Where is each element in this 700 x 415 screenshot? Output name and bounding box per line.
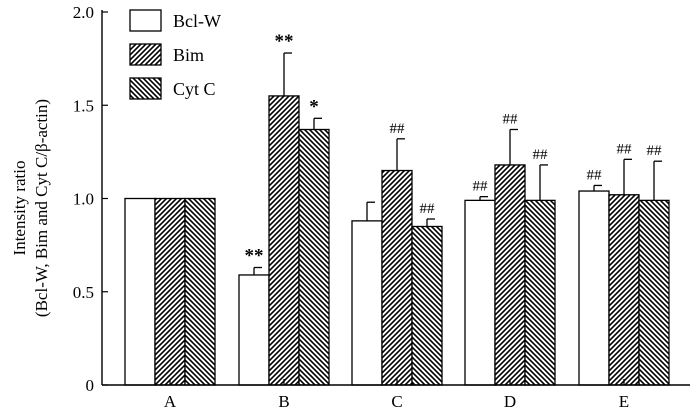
significance-annotation: ##: [533, 147, 549, 163]
y-tick-label: 0: [86, 376, 95, 395]
y-tick-label: 1.0: [73, 190, 94, 209]
significance-annotation: ##: [503, 111, 519, 127]
bar-cyt-c: [638, 199, 670, 386]
x-tick-label: A: [164, 392, 177, 411]
bar-bcl-w: [124, 197, 156, 386]
bar-bim: [494, 164, 526, 386]
bar-cyt-c: [298, 128, 330, 386]
bar-bcl-w: [578, 190, 610, 386]
significance-annotation: ##: [647, 143, 663, 159]
bar-bcl-w: [464, 199, 496, 386]
x-ticks: A B C D E: [164, 379, 629, 411]
x-tick-label: B: [278, 392, 289, 411]
bar-bcl-w: [238, 274, 270, 386]
error-bars-layer: [253, 52, 662, 275]
bar-cyt-c: [411, 225, 443, 386]
y-tick-label: 1.5: [73, 96, 94, 115]
significance-annotation: ##: [617, 141, 633, 157]
y-axis-label-line1: Intensity ratio: [10, 161, 29, 256]
significance-annotation: ##: [390, 121, 406, 137]
legend-swatch: [129, 77, 162, 100]
bar-cyt-c: [524, 199, 556, 386]
x-tick-label: D: [504, 392, 516, 411]
bar-bim: [381, 169, 413, 386]
legend-label: Bim: [173, 45, 204, 65]
bar-cyt-c: [184, 197, 216, 386]
significance-annotation: ##: [420, 201, 436, 217]
legend-swatch: [129, 9, 162, 32]
legend-label: Cyt C: [173, 79, 216, 99]
bar-bim: [268, 95, 300, 386]
x-tick-label: C: [391, 392, 402, 411]
legend: Bcl-W Bim Cyt C: [129, 9, 221, 100]
bar-bim: [154, 197, 186, 386]
x-tick-label: E: [619, 392, 629, 411]
significance-annotation: **: [245, 246, 264, 267]
annotations-layer: ** ## ## ** ## ## ## * ## ## ##: [245, 31, 663, 266]
y-tick-label: 2.0: [73, 3, 94, 22]
legend-swatch: [129, 43, 162, 66]
bar-bim: [608, 194, 640, 386]
significance-annotation: ##: [587, 167, 603, 183]
legend-label: Bcl-W: [173, 11, 221, 31]
bars-layer: [124, 95, 670, 386]
bar-bcl-w: [351, 220, 383, 386]
y-axis-label-line2: (Bcl-W, Bim and Cyt C/β-actin): [32, 99, 51, 317]
significance-annotation: **: [275, 31, 294, 52]
y-tick-label: 0.5: [73, 283, 94, 302]
significance-annotation: *: [309, 96, 319, 117]
y-ticks: 0 0.5 1.0 1.5 2.0: [73, 3, 108, 395]
significance-annotation: ##: [473, 179, 489, 195]
